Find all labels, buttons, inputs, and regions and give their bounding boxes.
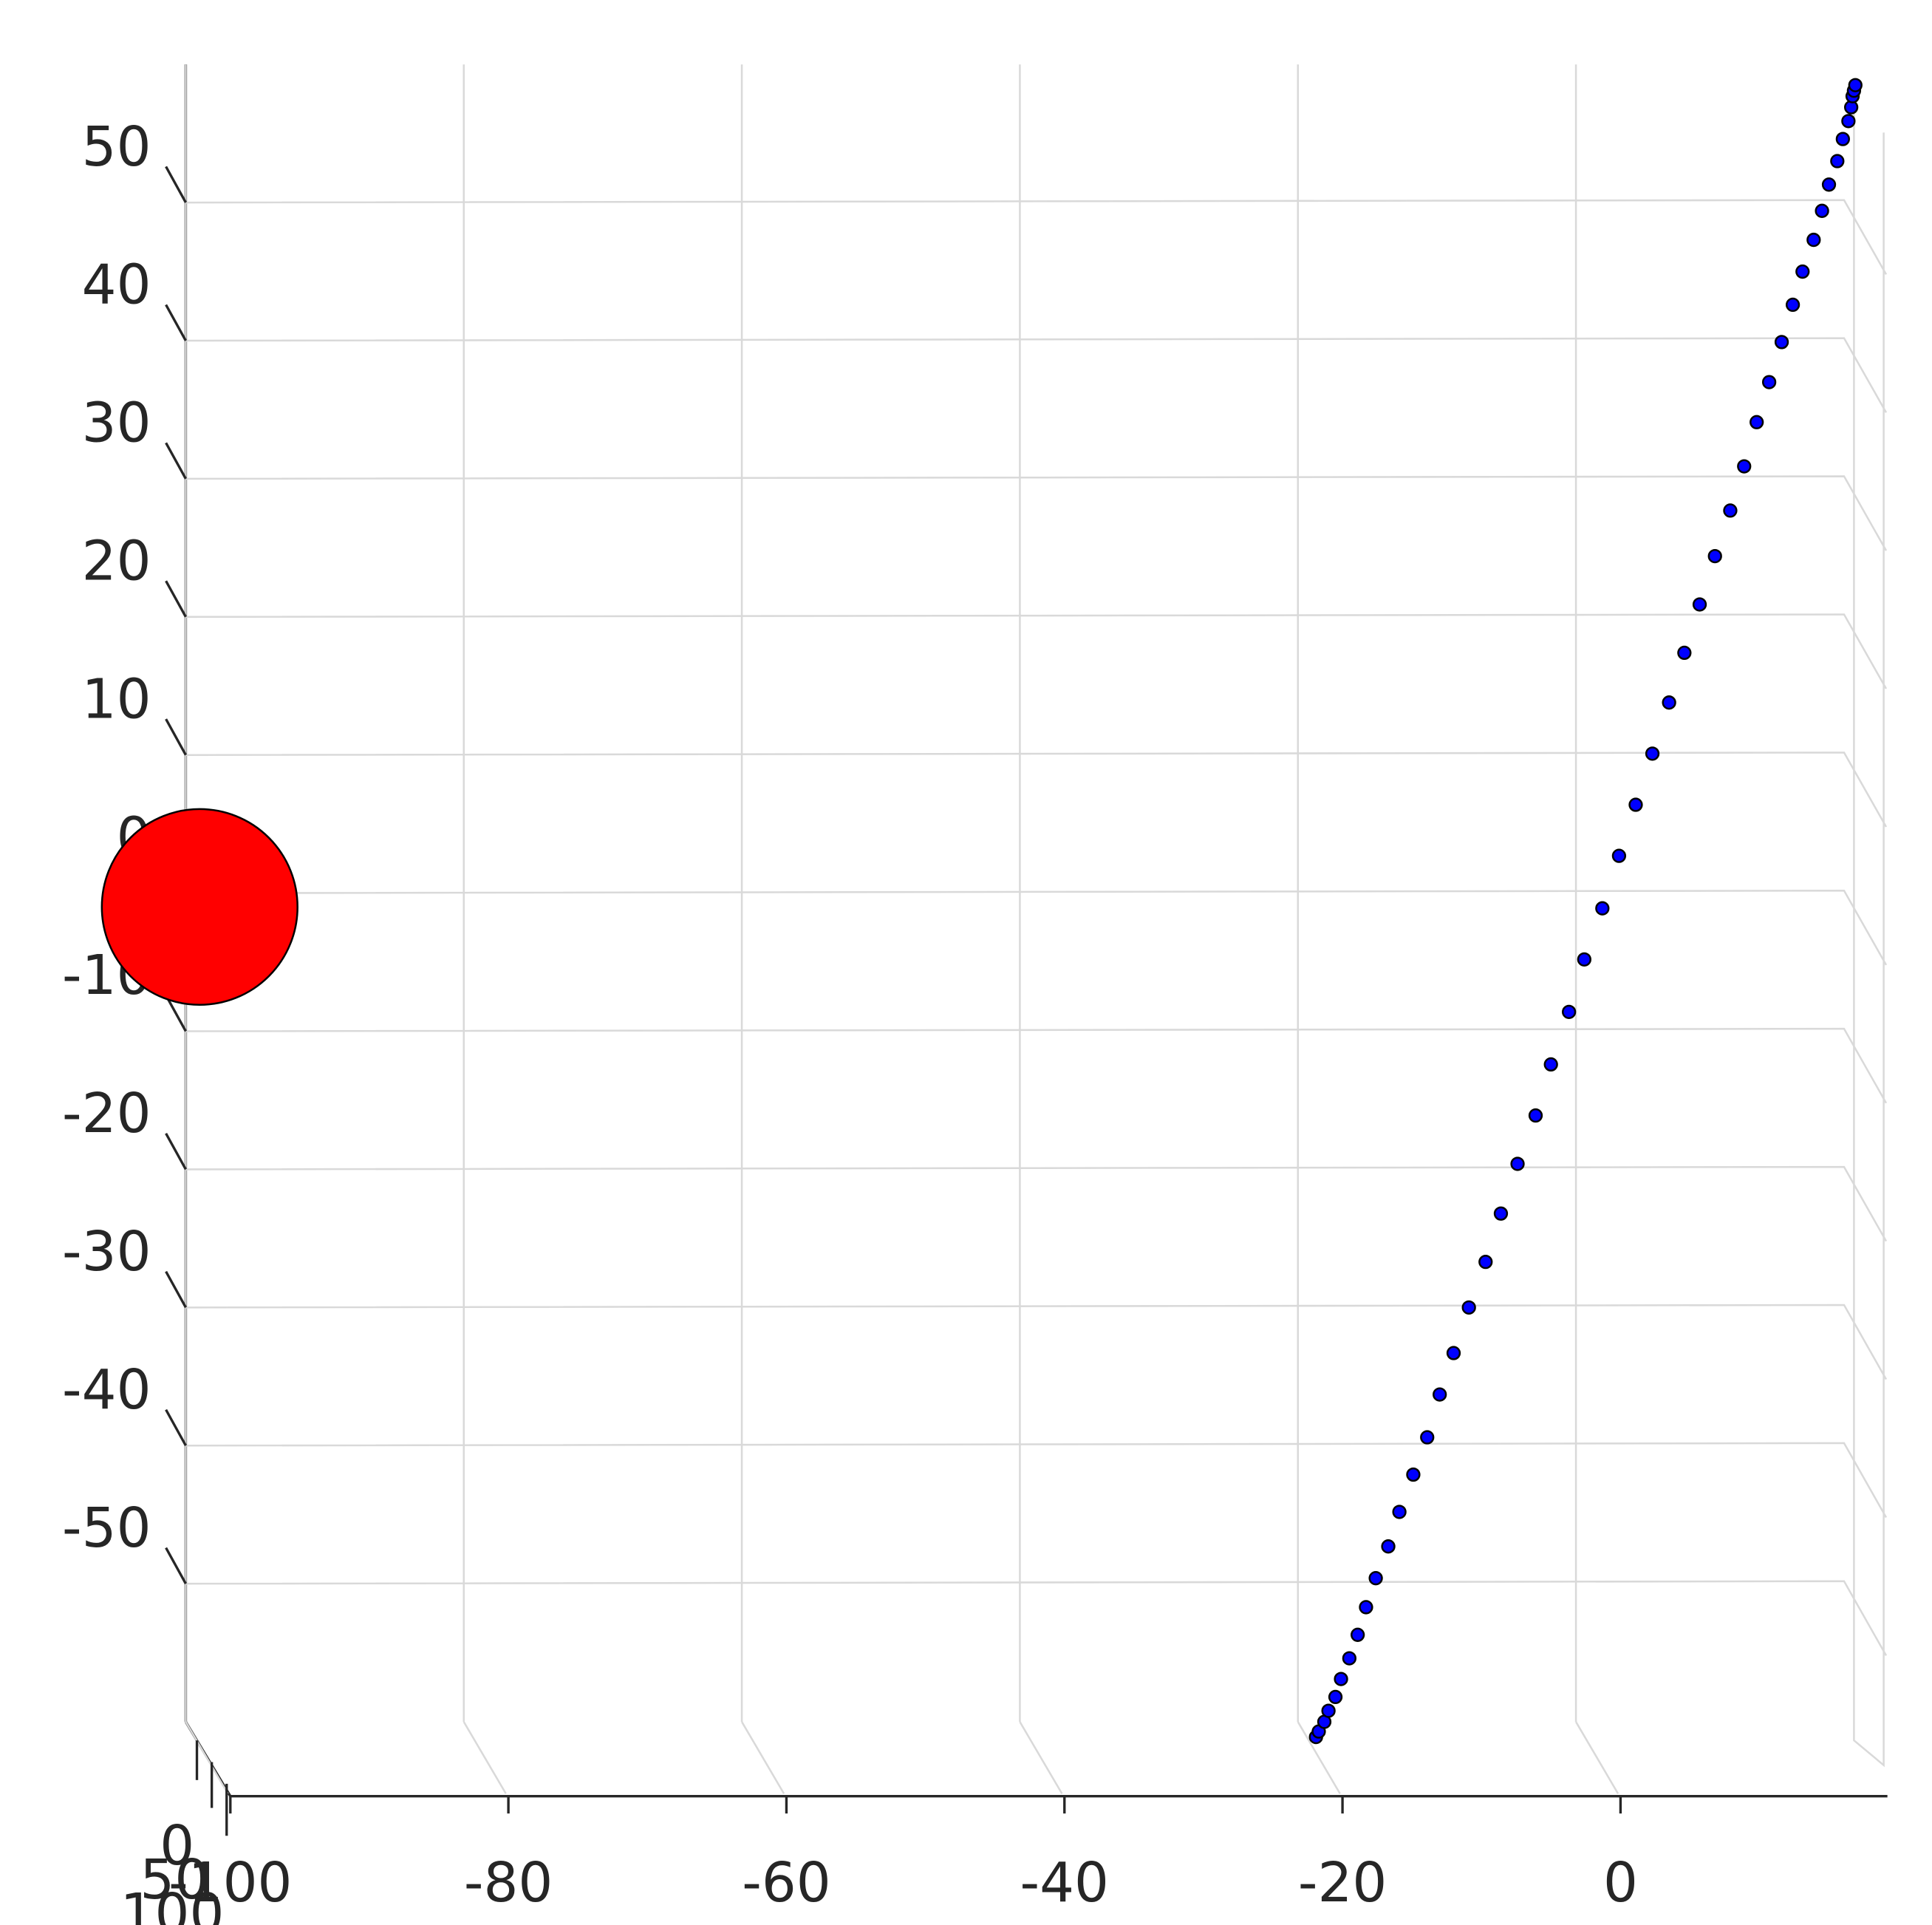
point xyxy=(1392,1505,1407,1519)
point xyxy=(1830,154,1845,168)
grid-line xyxy=(185,890,1888,966)
grid-line xyxy=(185,1442,1888,1519)
y-tick xyxy=(165,166,187,203)
grid-line xyxy=(1574,1721,1619,1794)
y-tick xyxy=(165,1270,187,1309)
y-tick xyxy=(165,1408,187,1447)
point xyxy=(1795,264,1810,279)
point xyxy=(1420,1430,1435,1445)
point xyxy=(1334,1672,1348,1686)
z-tick-label: 0 xyxy=(160,1815,194,1878)
point xyxy=(1737,459,1752,474)
y-tick-label: 20 xyxy=(82,531,151,593)
point xyxy=(1662,695,1676,710)
grid-line xyxy=(185,1027,1888,1104)
y-tick-label: 10 xyxy=(82,668,151,731)
x-tick-label: -60 xyxy=(742,1852,830,1915)
y-tick xyxy=(165,580,187,618)
point xyxy=(1611,848,1627,863)
point xyxy=(1446,1346,1461,1360)
point xyxy=(1761,375,1777,389)
y-tick xyxy=(165,442,187,480)
y-tick xyxy=(165,1133,187,1171)
y-tick-label: 30 xyxy=(82,392,151,455)
point xyxy=(1645,746,1660,761)
y-tick-label: 50 xyxy=(82,116,151,179)
point xyxy=(1595,901,1610,916)
point xyxy=(1841,114,1856,129)
y-tick-label: -20 xyxy=(62,1083,151,1145)
grid-line xyxy=(185,337,1888,413)
point xyxy=(1723,503,1738,518)
grid-line xyxy=(741,1721,785,1794)
point xyxy=(1368,1571,1383,1586)
y-tick-label: 40 xyxy=(82,254,151,317)
point xyxy=(1835,132,1850,146)
grid-line xyxy=(185,475,1888,551)
point xyxy=(1815,203,1829,218)
point xyxy=(100,808,298,1006)
y-tick-label: -30 xyxy=(62,1221,151,1284)
point xyxy=(1461,1300,1476,1315)
y-tick-label: -50 xyxy=(62,1497,151,1560)
grid-line xyxy=(185,1721,229,1794)
point xyxy=(1321,1703,1336,1718)
y-tick xyxy=(165,718,187,756)
grid-line xyxy=(185,752,1888,828)
x-tick-label: -40 xyxy=(1020,1852,1109,1915)
point xyxy=(1707,548,1722,564)
y-tick-label: -40 xyxy=(62,1359,151,1422)
point xyxy=(1821,177,1837,192)
grid-line xyxy=(185,613,1888,689)
grid-line xyxy=(185,1165,1888,1242)
point xyxy=(1342,1651,1357,1666)
point xyxy=(1528,1108,1543,1123)
z-tick-label: 100 xyxy=(120,1883,225,1925)
point xyxy=(1433,1387,1447,1402)
point xyxy=(1750,415,1764,429)
y-tick xyxy=(165,995,187,1032)
point xyxy=(1478,1255,1493,1270)
point xyxy=(1692,597,1707,612)
wall-edge xyxy=(1853,107,1885,1768)
point xyxy=(1577,952,1591,967)
point xyxy=(1406,1467,1421,1482)
point xyxy=(1351,1627,1365,1642)
point xyxy=(1543,1057,1558,1072)
y-tick xyxy=(165,1547,187,1584)
point xyxy=(1848,78,1863,92)
grid-line xyxy=(462,1721,507,1794)
point xyxy=(1785,297,1800,313)
x-tick-label: 0 xyxy=(1603,1852,1638,1915)
grid-line xyxy=(185,1580,1888,1656)
point xyxy=(1381,1539,1396,1554)
point xyxy=(1359,1600,1373,1615)
axes-frame xyxy=(184,64,1888,1798)
point xyxy=(1562,1004,1577,1020)
x-tick-label: -100 xyxy=(168,1852,292,1915)
point xyxy=(1328,1689,1343,1705)
point xyxy=(1493,1206,1509,1221)
point xyxy=(1510,1156,1525,1171)
grid-line xyxy=(1297,1721,1341,1794)
point xyxy=(1774,335,1789,350)
grid-line xyxy=(185,199,1888,275)
y-tick xyxy=(165,304,187,341)
grid-line xyxy=(1019,1721,1063,1794)
grid-line xyxy=(185,1304,1888,1380)
point xyxy=(1806,232,1821,248)
point xyxy=(1677,645,1692,661)
point xyxy=(1628,797,1643,812)
x-tick-label: -80 xyxy=(464,1852,553,1915)
x-tick-label: -20 xyxy=(1298,1852,1387,1915)
z-tick-label: 50 xyxy=(140,1849,209,1912)
